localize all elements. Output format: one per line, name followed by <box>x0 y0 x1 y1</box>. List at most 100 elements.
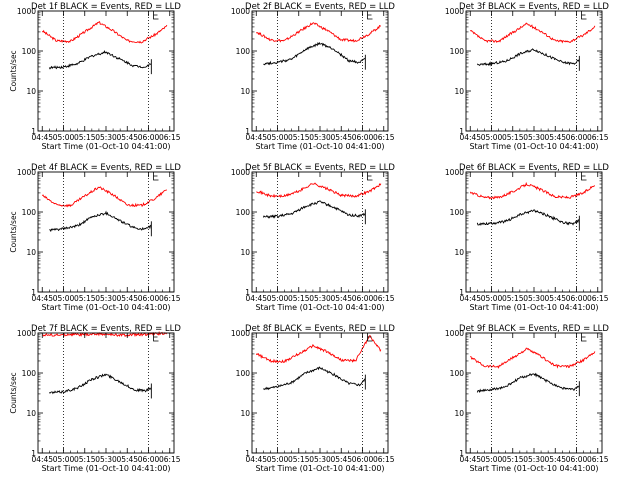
x-tick-label: 05:00 <box>267 455 289 464</box>
x-tick-label: 06:15 <box>159 133 181 142</box>
x-axis-label: Start Time (01-Oct-10 04:41:00) <box>41 464 170 473</box>
plot-frame <box>37 10 175 132</box>
y-axis-label: Counts/sec <box>9 50 18 91</box>
x-tick-label: 06:00 <box>352 133 374 142</box>
events-series-line <box>48 50 152 70</box>
x-tick-label: 05:30 <box>95 133 117 142</box>
y-axis-label: Counts/sec <box>9 372 18 413</box>
x-tick-label: 05:30 <box>523 455 545 464</box>
x-tick-label: 05:15 <box>502 294 524 303</box>
events-series-line <box>476 372 580 394</box>
y-tick-label: 100 <box>22 47 37 56</box>
detector-panel: Det 8f BLACK = Events, RED = LLD 1 10 100 10… <box>231 324 396 473</box>
x-tick-label: 06:15 <box>373 133 395 142</box>
x-tick-label: 06:00 <box>138 294 160 303</box>
y-tick-label: 1 <box>245 127 250 136</box>
x-tick-label: 05:15 <box>288 133 310 142</box>
flag-marker-icon <box>153 172 159 181</box>
x-tick-label: 06:00 <box>352 455 374 464</box>
flag-marker-icon <box>581 11 587 20</box>
x-tick-label: 05:15 <box>502 133 524 142</box>
events-series-line <box>262 200 366 219</box>
y-tick-label: 100 <box>450 208 465 217</box>
y-tick-label: 1000 <box>17 329 36 338</box>
x-tick-label: 05:00 <box>481 455 503 464</box>
x-tick-label: 04:45 <box>459 133 481 142</box>
events-series-line <box>476 48 580 67</box>
events-series-line <box>49 210 152 233</box>
events-series-line <box>476 209 580 226</box>
y-tick-label: 1000 <box>445 7 464 16</box>
y-tick-label: 1000 <box>445 329 464 338</box>
lld-series-line <box>256 182 382 198</box>
x-tick-label: 04:45 <box>245 133 267 142</box>
x-tick-label: 06:15 <box>159 455 181 464</box>
events-series-line <box>263 366 366 391</box>
x-tick-label: 04:45 <box>31 133 53 142</box>
x-tick-label: 05:30 <box>523 133 545 142</box>
y-tick-label: 1000 <box>17 168 36 177</box>
y-tick-label: 100 <box>236 47 251 56</box>
x-tick-label: 05:15 <box>74 133 96 142</box>
y-tick-label: 1 <box>459 288 464 297</box>
x-tick-label: 05:45 <box>544 455 566 464</box>
x-tick-label: 05:00 <box>267 133 289 142</box>
x-tick-label: 05:15 <box>74 455 96 464</box>
x-tick-label: 05:30 <box>95 294 117 303</box>
x-tick-label: 05:30 <box>309 294 331 303</box>
x-tick-label: 05:45 <box>330 455 352 464</box>
plot-frame <box>465 171 603 293</box>
lld-series-line <box>469 181 596 200</box>
chart-title: Det 8f BLACK = Events, RED = LLD <box>245 324 395 334</box>
x-tick-label: 06:15 <box>159 294 181 303</box>
x-tick-label: 04:45 <box>245 294 267 303</box>
x-tick-label: 05:45 <box>330 133 352 142</box>
y-tick-label: 10 <box>240 248 250 257</box>
y-tick-label: 100 <box>22 369 37 378</box>
chart-title: Det 7f BLACK = Events, RED = LLD <box>31 324 181 334</box>
y-tick-label: 1 <box>245 449 250 458</box>
x-tick-label: 04:45 <box>245 455 267 464</box>
x-tick-label: 05:15 <box>288 294 310 303</box>
x-axis-label: Start Time (01-Oct-10 04:41:00) <box>255 142 384 151</box>
events-series-line <box>48 373 152 395</box>
detector-panel: Det 5f BLACK = Events, RED = LLD 1 10 100 10… <box>231 163 396 312</box>
flag-marker-icon <box>153 333 159 342</box>
lld-series-line <box>470 347 596 369</box>
flag-marker-icon <box>367 172 373 181</box>
plot-frame <box>251 332 389 454</box>
x-tick-label: 06:00 <box>566 294 588 303</box>
y-tick-label: 10 <box>240 409 250 418</box>
chart-title: Det 5f BLACK = Events, RED = LLD <box>245 163 395 173</box>
x-tick-label: 05:00 <box>481 294 503 303</box>
lld-series-line <box>469 22 596 44</box>
y-tick-label: 100 <box>236 208 251 217</box>
x-tick-label: 05:45 <box>330 294 352 303</box>
detector-panel: Det 9f BLACK = Events, RED = LLD 1 10 100 10… <box>445 324 610 473</box>
plot-frame <box>465 10 603 132</box>
y-tick-label: 1000 <box>17 7 36 16</box>
chart-title: Det 3f BLACK = Events, RED = LLD <box>459 2 609 12</box>
x-tick-label: 06:00 <box>352 294 374 303</box>
x-tick-label: 05:00 <box>53 133 75 142</box>
y-tick-label: 100 <box>22 208 37 217</box>
y-tick-label: 10 <box>26 409 36 418</box>
lld-series-line <box>256 22 381 43</box>
x-axis-label: Start Time (01-Oct-10 04:41:00) <box>255 464 384 473</box>
flag-marker-icon <box>153 11 159 20</box>
plot-frame <box>37 171 175 293</box>
detector-panel: Det 1f BLACK = Events, RED = LLD 1 10 100 10… <box>9 2 181 151</box>
lld-series-line <box>41 186 168 208</box>
x-axis-label: Start Time (01-Oct-10 04:41:00) <box>469 464 598 473</box>
plot-frame <box>251 171 389 293</box>
x-tick-label: 05:00 <box>267 294 289 303</box>
chart-title: Det 2f BLACK = Events, RED = LLD <box>245 2 395 12</box>
y-tick-label: 1 <box>31 449 36 458</box>
x-tick-label: 04:45 <box>459 455 481 464</box>
x-tick-label: 04:45 <box>459 294 481 303</box>
events-series-line <box>263 41 366 66</box>
y-tick-label: 10 <box>240 87 250 96</box>
y-tick-label: 1000 <box>231 7 250 16</box>
lld-series-line <box>255 335 382 364</box>
